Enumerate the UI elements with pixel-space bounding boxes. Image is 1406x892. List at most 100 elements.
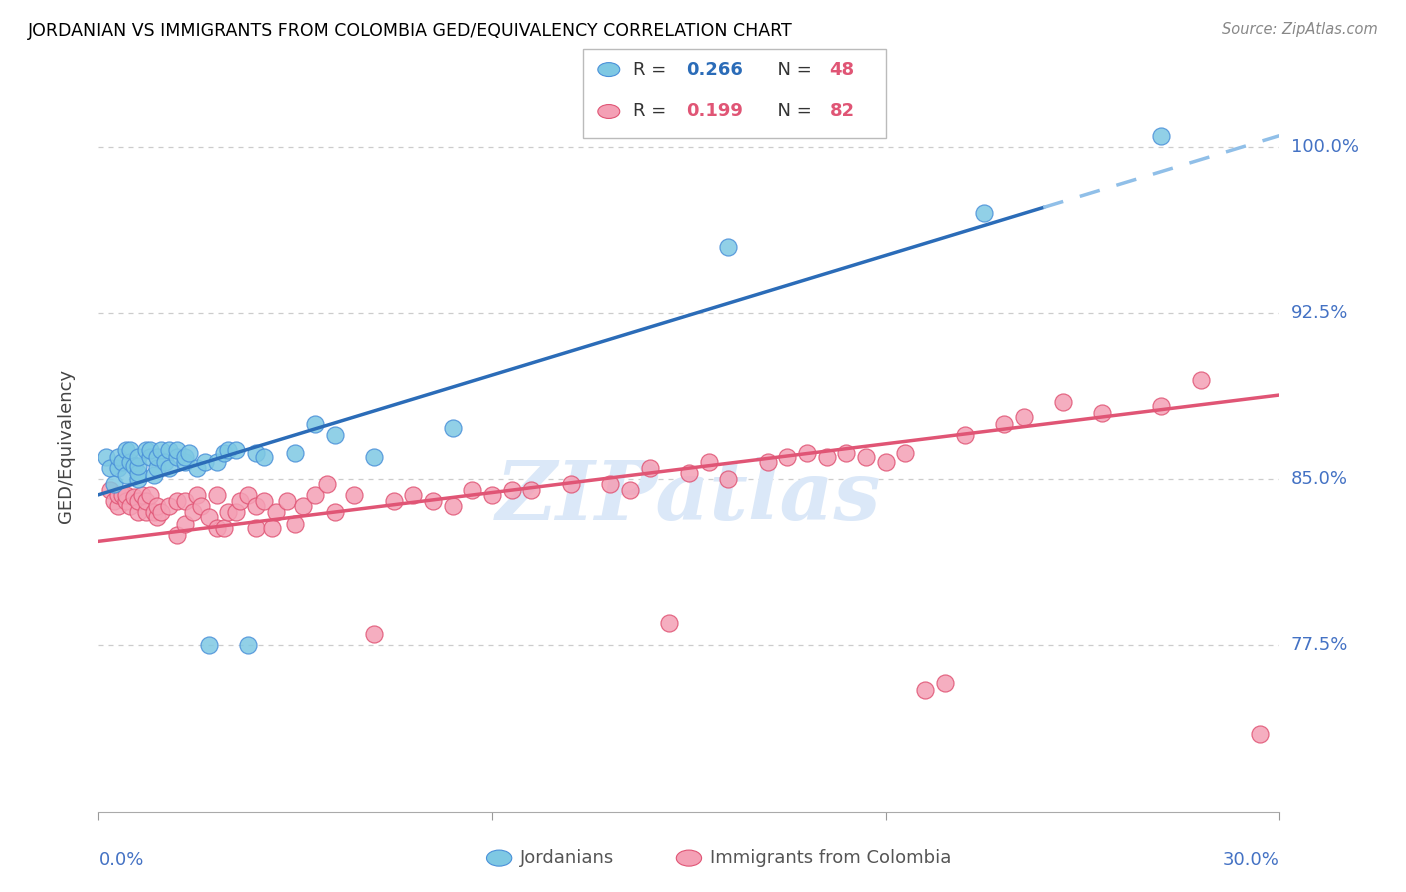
Point — [98, 483, 121, 498]
Point — [461, 483, 484, 498]
Point — [217, 506, 239, 520]
Point — [1150, 399, 1173, 413]
Point — [363, 627, 385, 641]
Point — [599, 476, 621, 491]
Point — [150, 506, 173, 520]
Text: N =: N = — [766, 61, 818, 78]
Point — [236, 639, 259, 653]
Point — [229, 494, 252, 508]
Point — [1189, 372, 1212, 386]
Point — [264, 506, 287, 520]
Point — [135, 506, 157, 520]
Point — [422, 494, 444, 508]
Point — [127, 458, 149, 473]
Point — [146, 461, 169, 475]
Point — [166, 443, 188, 458]
Text: 0.266: 0.266 — [686, 61, 742, 78]
Point — [138, 450, 160, 464]
Point — [135, 494, 157, 508]
Point — [157, 461, 180, 475]
Point — [284, 445, 307, 459]
Point — [174, 450, 197, 464]
Point — [953, 428, 976, 442]
Point — [402, 488, 425, 502]
Point — [214, 445, 236, 459]
Point — [135, 443, 157, 458]
Point — [441, 499, 464, 513]
Text: 30.0%: 30.0% — [1223, 851, 1279, 869]
Text: Source: ZipAtlas.com: Source: ZipAtlas.com — [1222, 22, 1378, 37]
Point — [225, 443, 247, 458]
Point — [142, 467, 165, 482]
Point — [190, 499, 212, 513]
Point — [166, 450, 188, 464]
Text: R =: R = — [633, 61, 672, 78]
Point — [194, 454, 217, 468]
Point — [875, 454, 897, 468]
Point — [107, 499, 129, 513]
Point — [146, 499, 169, 513]
Point — [973, 206, 995, 220]
Point — [1052, 394, 1074, 409]
Text: JORDANIAN VS IMMIGRANTS FROM COLOMBIA GED/EQUIVALENCY CORRELATION CHART: JORDANIAN VS IMMIGRANTS FROM COLOMBIA GE… — [28, 22, 793, 40]
Point — [107, 488, 129, 502]
Text: Immigrants from Colombia: Immigrants from Colombia — [710, 849, 952, 867]
Point — [481, 488, 503, 502]
Point — [304, 488, 326, 502]
Point — [107, 461, 129, 475]
Point — [1249, 727, 1271, 741]
Point — [157, 499, 180, 513]
Point — [115, 488, 138, 502]
Point — [103, 476, 125, 491]
Text: 100.0%: 100.0% — [1291, 137, 1358, 156]
Point — [138, 488, 160, 502]
Point — [111, 488, 134, 502]
Point — [284, 516, 307, 531]
Point — [107, 450, 129, 464]
Point — [186, 488, 208, 502]
Point — [217, 443, 239, 458]
Point — [236, 488, 259, 502]
Point — [717, 472, 740, 486]
Point — [177, 445, 200, 459]
Y-axis label: GED/Equivalency: GED/Equivalency — [56, 369, 75, 523]
Point — [174, 494, 197, 508]
Point — [253, 450, 276, 464]
Text: ZIPatlas: ZIPatlas — [496, 458, 882, 537]
Point — [323, 428, 346, 442]
Point — [304, 417, 326, 431]
Point — [205, 488, 228, 502]
Point — [146, 450, 169, 464]
Point — [146, 510, 169, 524]
Text: 92.5%: 92.5% — [1291, 304, 1348, 322]
Text: 77.5%: 77.5% — [1291, 637, 1348, 655]
Point — [166, 494, 188, 508]
Point — [253, 494, 276, 508]
Point — [115, 494, 138, 508]
Point — [155, 454, 177, 468]
Point — [245, 499, 267, 513]
Point — [115, 443, 138, 458]
Point — [638, 461, 661, 475]
Point — [98, 461, 121, 475]
Point — [520, 483, 543, 498]
Point — [894, 445, 917, 459]
Point — [111, 454, 134, 468]
Point — [127, 494, 149, 508]
Point — [127, 472, 149, 486]
Point — [118, 499, 141, 513]
Point — [993, 417, 1015, 431]
Point — [1012, 410, 1035, 425]
Point — [717, 239, 740, 253]
Point — [1150, 128, 1173, 143]
Point — [142, 506, 165, 520]
Point — [245, 521, 267, 535]
Point — [276, 494, 298, 508]
Text: 0.199: 0.199 — [686, 103, 742, 120]
Text: R =: R = — [633, 103, 672, 120]
Point — [157, 443, 180, 458]
Point — [245, 445, 267, 459]
Text: 0.0%: 0.0% — [98, 851, 143, 869]
Point — [166, 527, 188, 541]
Point — [835, 445, 858, 459]
